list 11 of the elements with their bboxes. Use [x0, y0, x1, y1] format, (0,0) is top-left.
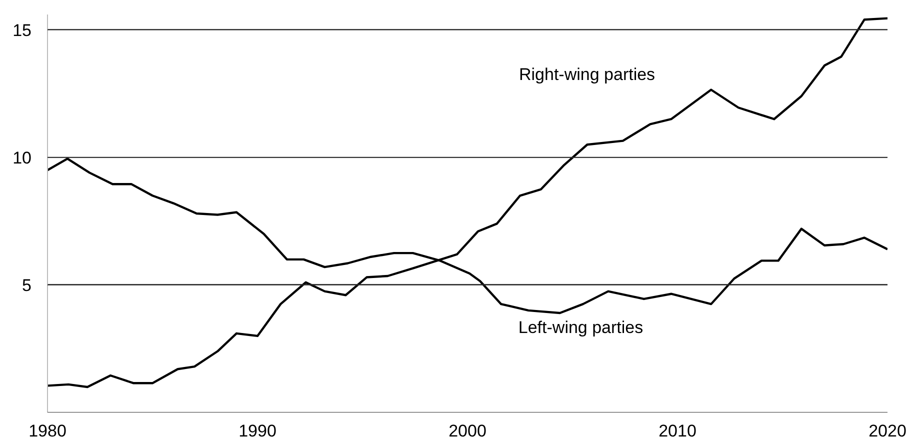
- y-tick-label: 10: [12, 148, 32, 168]
- x-tick-label: 1980: [28, 422, 66, 440]
- text: Right-wing parties: [519, 65, 656, 84]
- series-label: Left-wing parties: [518, 318, 644, 337]
- x-tick-label: 1990: [238, 422, 276, 440]
- y-tick-label: 5: [22, 276, 32, 295]
- line-series: [48, 17, 888, 388]
- x-tick-label: 2010: [658, 422, 696, 440]
- x-tick-label: 2020: [868, 422, 906, 440]
- x-tick-label: 2000: [448, 422, 486, 440]
- y-tick-label: 15: [12, 20, 32, 40]
